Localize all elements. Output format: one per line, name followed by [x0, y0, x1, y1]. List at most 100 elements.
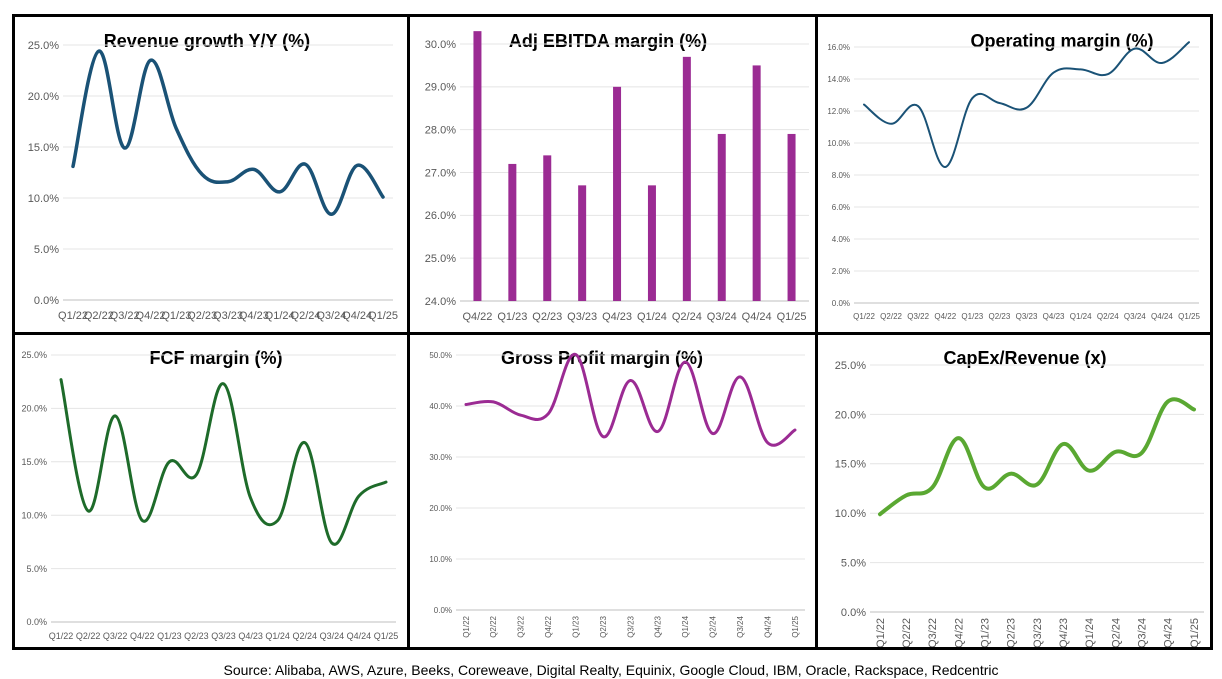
y-tick-label: 6.0% [832, 203, 850, 212]
x-tick-label: Q3/23 [567, 311, 597, 323]
x-tick-label: Q1/23 [497, 311, 527, 323]
y-tick-label: 40.0% [429, 402, 452, 411]
x-tick-label: Q1/25 [368, 310, 398, 322]
x-tick-label: Q1/25 [791, 615, 800, 637]
series-line [464, 353, 797, 447]
operating-margin-chart: Operating margin (%) 0.0% 2.0% 4.0% 6.0% 8.0… [827, 31, 1200, 321]
y-tick-label: 8.0% [832, 171, 850, 180]
x-tick-label: Q3/23 [626, 615, 635, 637]
x-tick-label: Q3/24 [1124, 312, 1146, 321]
bar [682, 56, 691, 301]
y-tick-label: 50.0% [429, 351, 452, 360]
source-note: Source: Alibaba, AWS, Azure, Beeks, Core… [223, 662, 999, 678]
x-tick-label: Q1/25 [1178, 312, 1200, 321]
x-tick-label: Q2/22 [76, 631, 101, 641]
x-tick-label: Q4/24 [1151, 312, 1173, 321]
x-tick-label: Q1/22 [58, 310, 88, 322]
bar [473, 31, 482, 302]
x-tick-label: Q3/22 [927, 618, 939, 647]
x-tick-label: Q2/24 [1110, 618, 1122, 647]
y-tick-label: 5.0% [34, 244, 59, 256]
x-tick-label: Q1/23 [572, 615, 581, 637]
x-tick-label: Q4/22 [136, 310, 166, 322]
x-tick-label: Q1/25 [374, 631, 399, 641]
x-tick-label: Q3/23 [1032, 618, 1044, 647]
y-tick-label: 0.0% [26, 617, 47, 627]
y-tick-label: 25.0% [28, 40, 59, 52]
x-tick-label: Q1/24 [1070, 312, 1092, 321]
bar [508, 163, 517, 301]
x-tick-label: Q4/23 [654, 615, 663, 637]
x-tick-label: Q3/22 [907, 312, 929, 321]
x-tick-label: Q2/23 [1006, 618, 1018, 647]
series-line [59, 378, 388, 546]
y-tick-label: 15.0% [835, 459, 866, 471]
panel-gross-profit-margin: Gross Profit margin (%) 0.0% 10.0% 20.0% 30… [410, 335, 815, 647]
x-tick-label: Q2/23 [989, 312, 1011, 321]
chart-grid: Revenue growth Y/Y (%) 0.0% 5.0% 10.0% 15.0… [12, 14, 1213, 650]
x-tick-label: Q3/24 [1137, 618, 1149, 647]
x-tick-label: Q4/24 [1163, 618, 1175, 647]
y-tick-label: 29.0% [425, 82, 456, 94]
panel-revenue-growth: Revenue growth Y/Y (%) 0.0% 5.0% 10.0% 15.0… [15, 17, 407, 332]
x-tick-label: Q4/22 [934, 312, 956, 321]
y-tick-label: 10.0% [21, 510, 47, 520]
x-tick-label: Q1/24 [637, 311, 667, 323]
y-tick-label: 5.0% [26, 564, 47, 574]
y-tick-label: 4.0% [832, 235, 850, 244]
x-tick-label: Q4/24 [763, 615, 772, 637]
x-tick-label: Q4/24 [342, 310, 372, 322]
x-tick-label: Q1/23 [157, 631, 182, 641]
x-tick-label: Q1/22 [49, 631, 74, 641]
bar [752, 65, 761, 301]
bar [578, 185, 587, 301]
x-tick-label: Q2/23 [184, 631, 209, 641]
x-tick-label: Q1/24 [265, 631, 290, 641]
x-tick-label: Q2/23 [532, 311, 562, 323]
y-tick-label: 0.0% [34, 295, 59, 307]
gross-profit-margin-chart: Gross Profit margin (%) 0.0% 10.0% 20.0% 30… [429, 348, 805, 638]
x-tick-label: Q2/24 [1097, 312, 1119, 321]
y-tick-label: 15.0% [21, 457, 47, 467]
y-tick-label: 30.0% [429, 453, 452, 462]
y-tick-label: 0.0% [832, 299, 850, 308]
x-tick-label: Q4/24 [742, 311, 772, 323]
series-line [71, 49, 385, 217]
y-tick-label: 0.0% [434, 606, 452, 615]
y-tick-label: 0.0% [841, 607, 866, 619]
y-tick-label: 25.0% [425, 253, 456, 265]
x-tick-label: Q3/24 [707, 311, 737, 323]
x-tick-label: Q3/22 [110, 310, 140, 322]
panel-operating-margin: Operating margin (%) 0.0% 2.0% 4.0% 6.0% 8.0… [818, 17, 1210, 332]
y-tick-label: 25.0% [21, 350, 47, 360]
bar [647, 185, 656, 301]
x-tick-label: Q3/22 [517, 615, 526, 637]
x-tick-label: Q1/24 [681, 615, 690, 637]
x-tick-label: Q2/22 [84, 310, 114, 322]
x-tick-label: Q2/23 [599, 615, 608, 637]
x-tick-label: Q2/24 [709, 616, 718, 638]
y-tick-label: 26.0% [425, 210, 456, 222]
bar [787, 133, 796, 301]
x-tick-label: Q1/24 [265, 310, 295, 322]
x-tick-label: Q4/22 [462, 311, 492, 323]
x-tick-label: Q1/22 [875, 618, 887, 647]
x-tick-label: Q4/23 [238, 631, 263, 641]
panel-capex-revenue: CapEx/Revenue (x) 0.0% 5.0% 10.0% 15.0% 20.0… [818, 335, 1210, 647]
x-tick-label: Q1/23 [161, 310, 191, 322]
y-tick-label: 10.0% [429, 555, 452, 564]
y-tick-label: 10.0% [827, 139, 850, 148]
y-tick-label: 28.0% [425, 125, 456, 137]
bar [613, 86, 622, 301]
x-tick-label: Q4/22 [130, 631, 155, 641]
y-tick-label: 10.0% [835, 508, 866, 520]
x-tick-label: Q2/24 [672, 311, 702, 323]
x-tick-label: Q1/23 [980, 618, 992, 647]
y-tick-label: 12.0% [827, 107, 850, 116]
bar [543, 155, 552, 301]
y-tick-label: 20.0% [429, 504, 452, 513]
chart-title: Revenue growth Y/Y (%) [104, 31, 310, 51]
y-tick-label: 5.0% [841, 557, 866, 569]
y-tick-label: 14.0% [827, 75, 850, 84]
x-tick-label: Q3/24 [320, 631, 345, 641]
